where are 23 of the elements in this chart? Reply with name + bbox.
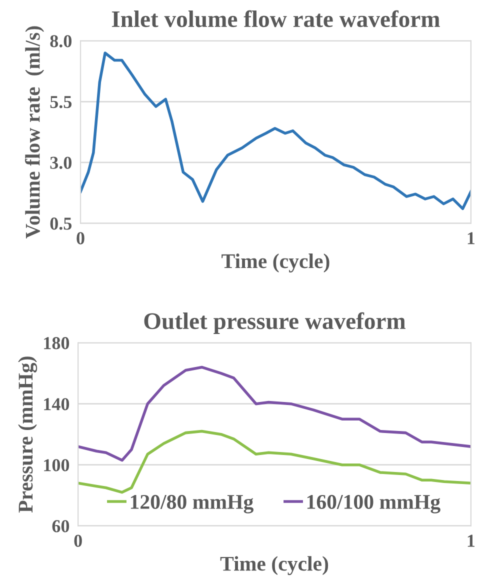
line-series	[78, 430, 471, 494]
x-tick-label: 0	[74, 534, 82, 547]
y-tick-label: 140	[44, 398, 70, 410]
y-tick-label: 60	[52, 520, 70, 532]
line-series	[78, 366, 471, 462]
y-axis-title: Pressure (mmHg)	[18, 356, 38, 513]
y-axis-title: Volume flow rate (ml/s)	[24, 26, 44, 238]
x-tick-label: 0	[76, 232, 84, 244]
legend-label: 160/100 mmHg	[307, 494, 440, 514]
y-tick-label: 8.0	[50, 35, 72, 48]
y-tick-label: 100	[44, 459, 70, 472]
legend-label: 120/80 mmHg	[130, 494, 254, 514]
y-tick-label: 180	[44, 337, 70, 350]
y-tick-label: 3.0	[50, 156, 72, 169]
x-tick-label: 1	[468, 232, 474, 244]
x-tick-label: 1	[468, 534, 474, 547]
y-tick-label: 0.5	[50, 218, 72, 230]
x-axis-title: Time (cycle)	[222, 254, 330, 273]
chart-title: Inlet volume flow rate waveform	[112, 10, 440, 28]
chart-title: Outlet pressure waveform	[144, 312, 406, 334]
line-series	[80, 52, 471, 210]
x-axis-title: Time (cycle)	[220, 556, 328, 576]
y-tick-label: 5.5	[50, 96, 72, 108]
